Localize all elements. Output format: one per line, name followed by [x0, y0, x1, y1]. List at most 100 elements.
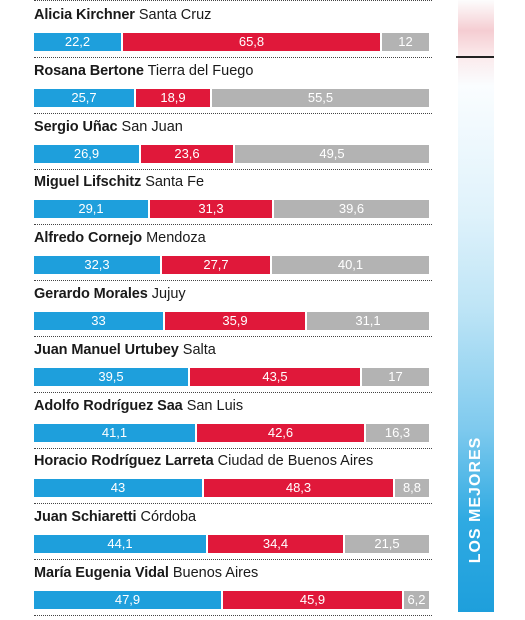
- segment-red: 65,8: [123, 33, 380, 51]
- chart-row: Sergio Uñac San Juan 26,9 23,6 49,5: [34, 118, 432, 174]
- governor-name: Horacio Rodríguez Larreta: [34, 453, 214, 470]
- province-name: Mendoza: [146, 230, 206, 247]
- chart-row: Rosana Bertone Tierra del Fuego 25,7 18,9 5…: [34, 62, 432, 118]
- segment-blue: 39,5: [34, 367, 188, 386]
- stacked-bar: 33 35,9 31,1: [34, 312, 429, 330]
- segment-red: 43,5: [190, 367, 360, 386]
- segment-gray: 49,5: [235, 144, 429, 163]
- province-name: Santa Cruz: [138, 7, 212, 23]
- row-title: Adolfo Rodríguez Saa San Luis: [34, 397, 243, 415]
- governor-name: Rosana Bertone: [34, 62, 144, 79]
- segment-red: 23,6: [141, 144, 233, 163]
- province-name: Córdoba: [140, 509, 197, 526]
- segment-red: 31,3: [150, 200, 272, 219]
- row-title: María Eugenia Vidal Buenos Aires: [34, 564, 258, 582]
- segment-gray: 55,5: [212, 88, 429, 107]
- segment-red: 45,9: [223, 591, 402, 609]
- row-title: Alicia Kirchner Santa Cruz: [34, 6, 211, 24]
- chart-row: Adolfo Rodríguez Saa San Luis 41,1 42,6 16,…: [34, 397, 432, 453]
- row-divider: [34, 391, 432, 393]
- governor-name: Juan Schiaretti: [34, 509, 137, 526]
- row-title: Rosana Bertone Tierra del Fuego: [34, 62, 253, 80]
- province-name: Tierra del Fuego: [147, 62, 254, 79]
- governor-name: María Eugenia Vidal: [34, 565, 169, 581]
- chart-row: Horacio Rodríguez Larreta Ciudad de Buen…: [34, 452, 432, 508]
- row-divider: [34, 447, 432, 449]
- segment-gray: 8,8: [395, 479, 429, 498]
- segment-blue: 47,9: [34, 591, 221, 609]
- province-name: Salta: [182, 341, 216, 358]
- stacked-bar: 26,9 23,6 49,5: [34, 144, 429, 163]
- row-title: Miguel Lifschitz Santa Fe: [34, 173, 204, 191]
- segment-red: 34,4: [208, 535, 343, 554]
- governor-name: Alicia Kirchner: [34, 7, 135, 23]
- stacked-bar: 47,9 45,9 6,2: [34, 591, 429, 609]
- segment-blue: 32,3: [34, 256, 160, 275]
- chart-row: Alicia Kirchner Santa Cruz 22,2 65,8 12: [34, 6, 432, 62]
- segment-blue: 29,1: [34, 200, 148, 219]
- segment-blue: 44,1: [34, 535, 206, 554]
- row-title: Horacio Rodríguez Larreta Ciudad de Buen…: [34, 452, 373, 470]
- row-title: Alfredo Cornejo Mendoza: [34, 229, 206, 247]
- row-divider: [34, 168, 432, 170]
- segment-gray: 31,1: [307, 312, 429, 330]
- stacked-bar: 29,1 31,3 39,6: [34, 200, 429, 219]
- segment-red: 42,6: [197, 423, 364, 442]
- governor-name: Alfredo Cornejo: [34, 230, 143, 247]
- chart-row: Alfredo Cornejo Mendoza 32,3 27,7 40,1: [34, 229, 432, 285]
- segment-gray: 6,2: [404, 591, 429, 609]
- chart-row: Miguel Lifschitz Santa Fe 29,1 31,3 39,6: [34, 173, 432, 229]
- top-divider: [34, 0, 432, 1]
- segment-blue: 25,7: [34, 88, 134, 107]
- province-name: San Juan: [121, 118, 183, 135]
- stacked-bar: 32,3 27,7 40,1: [34, 256, 429, 275]
- governor-name: Miguel Lifschitz: [34, 174, 142, 191]
- chart-row: María Eugenia Vidal Buenos Aires 47,9 45,9…: [34, 564, 432, 620]
- row-title: Sergio Uñac San Juan: [34, 118, 183, 136]
- row-divider: [34, 336, 432, 337]
- segment-blue: 22,2: [34, 33, 121, 51]
- row-divider: [34, 57, 432, 58]
- stacked-bar: 44,1 34,4 21,5: [34, 535, 429, 554]
- segment-gray: 12: [382, 33, 429, 51]
- stacked-bar: 25,7 18,9 55,5: [34, 88, 429, 107]
- row-title: Juan Schiaretti Córdoba: [34, 508, 196, 526]
- province-name: San Luis: [186, 397, 244, 414]
- governor-name: Sergio Uñac: [34, 118, 118, 135]
- chart-row: Juan Manuel Urtubey Salta 39,5 43,5 17: [34, 341, 432, 397]
- segment-gray: 21,5: [345, 535, 429, 554]
- row-divider: [34, 280, 432, 282]
- governor-name: Gerardo Morales: [34, 286, 148, 302]
- side-label: LOS MEJORES: [467, 436, 484, 564]
- chart-row: Gerardo Morales Jujuy 33 35,9 31,1: [34, 285, 432, 341]
- governor-name: Juan Manuel Urtubey: [34, 341, 179, 358]
- segment-red: 27,7: [162, 256, 270, 275]
- province-name: Buenos Aires: [172, 565, 259, 581]
- province-name: Santa Fe: [145, 174, 205, 191]
- row-divider: [34, 503, 432, 505]
- stacked-bar: 22,2 65,8 12: [34, 33, 429, 51]
- segment-gray: 40,1: [272, 256, 429, 275]
- segment-gray: 39,6: [274, 200, 429, 219]
- row-divider: [34, 224, 432, 226]
- segment-blue: 43: [34, 479, 202, 498]
- row-divider: [34, 559, 432, 561]
- province-name: Ciudad de Buenos Aires: [217, 453, 374, 470]
- segment-red: 48,3: [204, 479, 393, 498]
- row-divider: [34, 112, 432, 114]
- province-name: Jujuy: [151, 286, 186, 302]
- segment-gray: 16,3: [366, 423, 429, 442]
- row-title: Juan Manuel Urtubey Salta: [34, 341, 216, 359]
- chart-row: Juan Schiaretti Córdoba 44,1 34,4 21,5: [34, 508, 432, 564]
- segment-blue: 33: [34, 312, 163, 330]
- row-divider: [34, 615, 432, 616]
- segment-blue: 41,1: [34, 423, 195, 442]
- row-title: Gerardo Morales Jujuy: [34, 285, 186, 303]
- side-panel: [458, 0, 494, 612]
- stacked-bar: 41,1 42,6 16,3: [34, 423, 429, 442]
- governor-name: Adolfo Rodríguez Saa: [34, 397, 183, 414]
- segment-red: 18,9: [136, 88, 210, 107]
- segment-gray: 17: [362, 367, 429, 386]
- segment-red: 35,9: [165, 312, 305, 330]
- stacked-bar: 43 48,3 8,8: [34, 479, 429, 498]
